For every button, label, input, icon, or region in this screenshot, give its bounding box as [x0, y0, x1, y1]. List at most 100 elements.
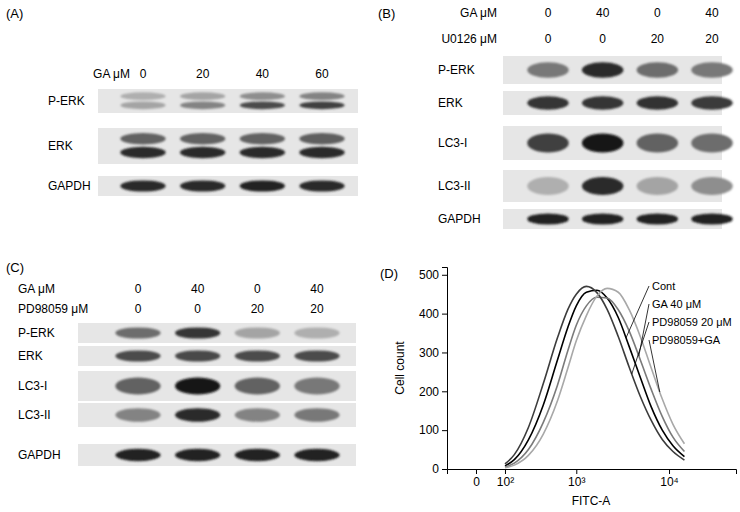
band: [235, 408, 280, 421]
x-tick-label: 10³: [568, 475, 585, 489]
y-tick-label: 300: [419, 346, 439, 360]
band: [240, 133, 285, 145]
band-group: [527, 177, 733, 195]
x-axis-title: FITC-A: [572, 494, 611, 508]
condition-value: 40: [596, 6, 610, 20]
band: [294, 408, 339, 421]
blot-strip: [98, 176, 358, 196]
band: [175, 449, 220, 461]
condition-value: 40: [191, 282, 205, 296]
condition-label: GA μM: [18, 282, 55, 296]
blot-strip: [503, 91, 722, 115]
row-label: ERK: [438, 96, 463, 110]
band: [240, 180, 285, 191]
band: [180, 92, 225, 100]
band: [235, 327, 280, 338]
blot-strip: [98, 128, 358, 164]
y-tick-mark: [442, 391, 447, 392]
row-label: ERK: [18, 349, 43, 363]
band: [637, 177, 679, 195]
blot-strip: [503, 56, 722, 84]
blot-strip: [503, 170, 722, 202]
row-label: GAPDH: [438, 212, 481, 226]
band-group: [527, 213, 733, 224]
leader-line: [649, 340, 660, 392]
blot-panel: (B)GA μM040040U0126 μM002020P-ERKERKLC3-…: [378, 6, 733, 229]
series-label: Cont: [652, 280, 675, 292]
series-label: PD98059 20 μM: [652, 316, 732, 328]
y-tick: 200: [419, 385, 447, 399]
condition-value: 0: [135, 282, 142, 296]
band: [582, 62, 624, 78]
band: [527, 213, 569, 224]
blot-strip: [78, 403, 356, 427]
band: [637, 133, 679, 152]
y-tick-label: 500: [419, 268, 439, 282]
series-label: PD98059+GA: [652, 334, 721, 346]
y-tick: 0: [432, 462, 447, 476]
y-tick-label: 400: [419, 307, 439, 321]
panel-label: (A): [6, 6, 23, 21]
row-label: LC3-I: [18, 379, 47, 393]
band-group: [120, 133, 344, 158]
y-tick: 400: [419, 307, 447, 321]
band-group: [120, 180, 344, 191]
band: [299, 101, 344, 109]
x-tick-mark: [576, 469, 577, 474]
band: [294, 378, 339, 395]
band: [294, 449, 339, 461]
band-group: [115, 378, 339, 395]
band: [582, 96, 624, 109]
band: [527, 133, 569, 152]
band: [120, 180, 165, 191]
blot-strip: [78, 444, 356, 466]
band: [240, 92, 285, 100]
blot-strip: [78, 346, 356, 366]
panel-label: (D): [380, 266, 398, 281]
band-group: [115, 350, 339, 361]
row-label: GAPDH: [48, 179, 91, 193]
leader-line: [632, 322, 649, 374]
band: [175, 408, 220, 421]
y-tick: 100: [419, 423, 447, 437]
band: [582, 177, 624, 195]
band: [691, 62, 733, 78]
condition-value: 40: [310, 282, 324, 296]
band: [115, 350, 160, 361]
band: [240, 147, 285, 159]
band: [637, 62, 679, 78]
row-label: P-ERK: [438, 63, 475, 77]
condition-label: U0126 μM: [441, 32, 497, 46]
panel-label: (B): [378, 6, 395, 21]
blot-strip: [98, 89, 358, 113]
row-label: ERK: [48, 139, 73, 153]
x-tick: 10²: [497, 469, 514, 489]
figure: (A)GA μM0204060P-ERKERKGAPDH(B)GA μM0400…: [0, 0, 740, 512]
y-tick-mark: [442, 352, 447, 353]
y-axis: 0 100 200 300 400 500: [419, 268, 448, 477]
plot-area: [505, 286, 684, 467]
series-label: GA 40 μM: [652, 298, 701, 310]
band: [582, 133, 624, 152]
band: [527, 96, 569, 109]
x-tick: 10³: [568, 469, 585, 489]
y-tick-mark: [442, 469, 447, 470]
band-group: [527, 62, 733, 78]
blot-strip: [78, 323, 356, 343]
band-group: [120, 92, 344, 109]
y-tick-label: 100: [419, 423, 439, 437]
condition-value: 20: [310, 302, 324, 316]
x-tick-mark: [505, 469, 506, 474]
band: [299, 147, 344, 159]
condition-value: 0: [254, 282, 261, 296]
band: [120, 147, 165, 159]
band: [637, 96, 679, 109]
band: [180, 180, 225, 191]
band-group: [115, 408, 339, 421]
x-tick-label: 10⁴: [660, 475, 679, 489]
band: [115, 327, 160, 338]
blot-strip: [78, 371, 356, 401]
histogram-panel: (D)010²10³10⁴0100200300400500FITC-ACell …: [380, 266, 737, 508]
condition-value: 0: [545, 6, 552, 20]
band: [115, 449, 160, 461]
